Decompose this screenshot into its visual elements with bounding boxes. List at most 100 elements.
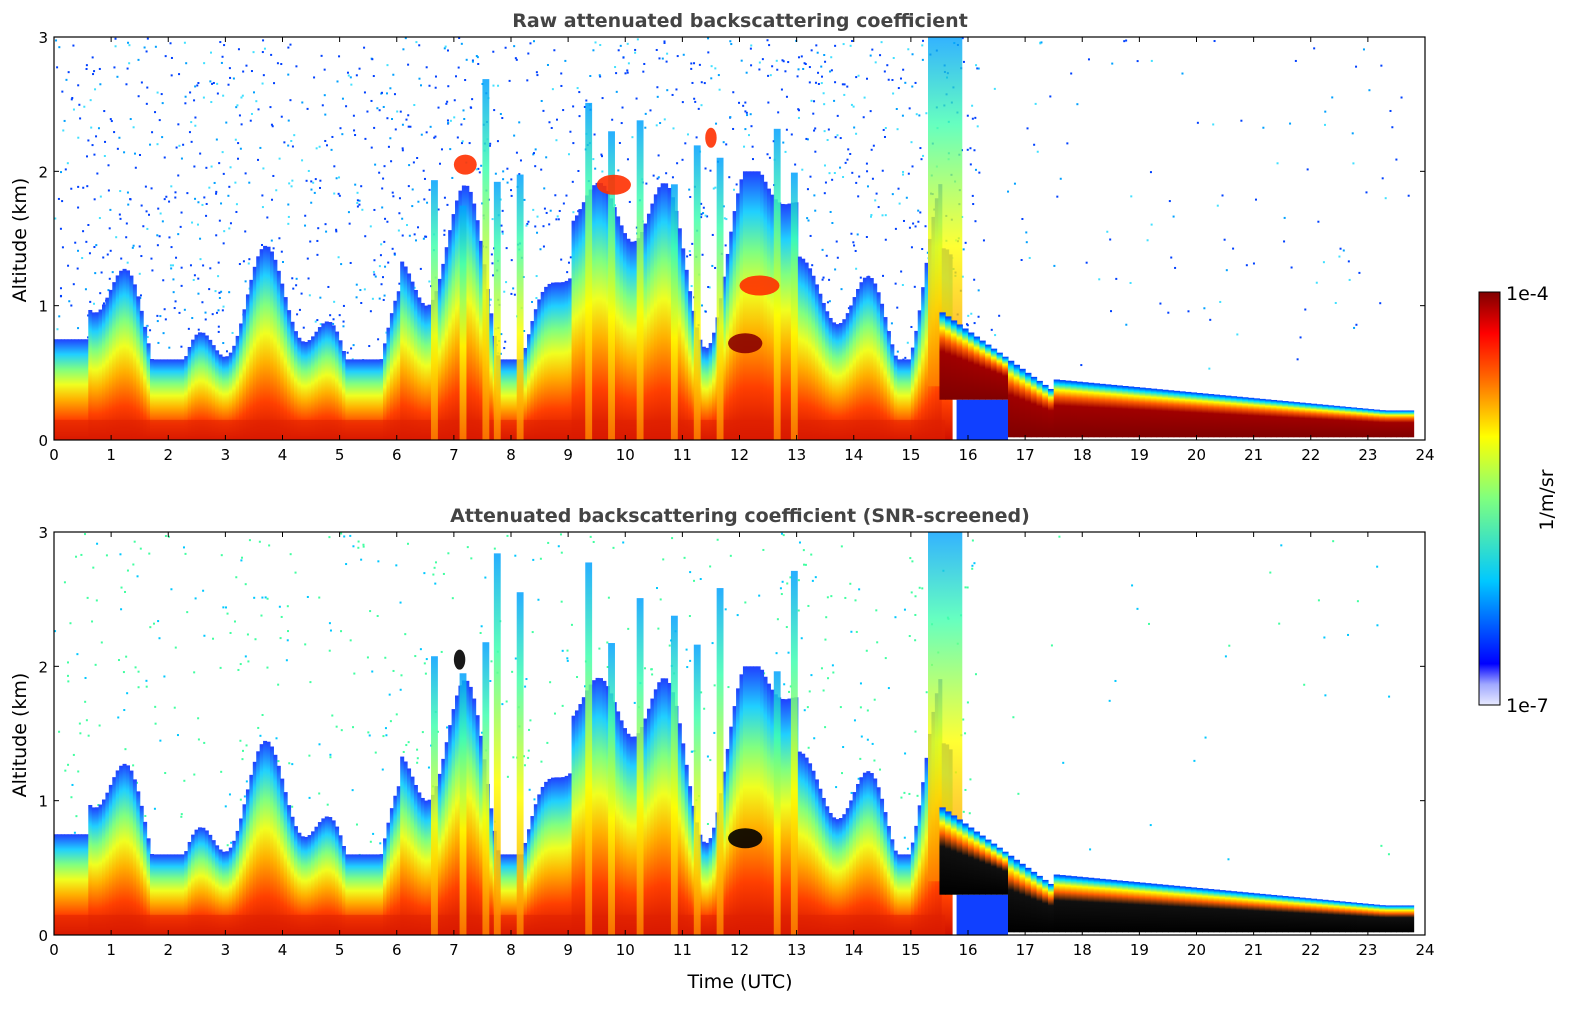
noise-point <box>306 257 309 260</box>
noise-point <box>95 244 98 247</box>
noise-point <box>598 647 601 650</box>
bl-column <box>739 674 744 935</box>
noise-point <box>966 148 969 151</box>
fog-column <box>1219 890 1226 933</box>
bl-column <box>856 783 861 935</box>
noise-point <box>902 170 905 173</box>
noise-point <box>1227 858 1230 861</box>
noise-point <box>87 314 90 317</box>
noise-point <box>815 44 818 47</box>
bl-column <box>547 778 552 935</box>
noise-point <box>398 282 401 285</box>
bl-column <box>701 346 706 440</box>
noise-point <box>367 731 370 734</box>
noise-point <box>529 42 532 45</box>
noise-point <box>790 133 793 136</box>
noise-point <box>156 234 159 237</box>
noise-point <box>349 639 352 642</box>
noise-point <box>94 272 97 275</box>
noise-point <box>782 534 785 537</box>
noise-point <box>1058 535 1061 538</box>
noise-point <box>228 793 231 796</box>
noise-point <box>514 657 517 660</box>
noise-point <box>175 256 178 259</box>
noise-point <box>686 255 689 258</box>
fog-column <box>1030 376 1038 438</box>
fog-column <box>1367 409 1375 438</box>
noise-point <box>896 306 899 309</box>
noise-point <box>475 168 478 171</box>
noise-point <box>376 107 379 110</box>
bl-column <box>163 359 168 440</box>
fog-column <box>1133 387 1140 438</box>
noise-point <box>125 222 128 225</box>
noise-point <box>140 255 143 258</box>
noise-point <box>371 58 374 61</box>
noise-point <box>220 61 223 64</box>
noise-point <box>70 796 73 799</box>
bl-column <box>317 327 322 440</box>
noise-point <box>321 104 324 107</box>
noise-point <box>447 552 450 555</box>
noise-point <box>119 190 122 193</box>
y-tick-label: 1 <box>38 298 48 316</box>
noise-point <box>168 200 171 203</box>
bl-column <box>554 282 559 440</box>
noise-point <box>94 663 97 666</box>
noise-point <box>797 609 800 612</box>
noise-point <box>213 181 216 184</box>
noise-point <box>395 713 398 716</box>
fog-column <box>1093 878 1100 933</box>
noise-point <box>643 62 646 65</box>
noise-point <box>1384 197 1387 200</box>
noise-point <box>802 67 805 70</box>
noise-point <box>73 831 76 834</box>
bl-column <box>736 193 741 440</box>
noise-point <box>540 168 543 171</box>
bl-column <box>797 751 802 935</box>
noise-point <box>600 153 603 156</box>
x-tick-label: 21 <box>1244 941 1263 959</box>
x-tick-label: 3 <box>221 446 231 464</box>
noise-point <box>86 185 89 188</box>
noise-point <box>320 54 323 57</box>
bl-column <box>297 832 302 935</box>
noise-point <box>239 663 242 666</box>
noise-point <box>288 762 291 765</box>
noise-point <box>292 287 295 290</box>
noise-point <box>443 233 446 236</box>
noise-point <box>127 41 130 44</box>
noise-point <box>329 753 332 756</box>
noise-point <box>1331 96 1334 99</box>
noise-point <box>66 162 69 165</box>
bl-column <box>766 683 771 935</box>
noise-point <box>825 616 828 619</box>
noise-point <box>840 288 843 291</box>
bl-column <box>324 321 329 440</box>
noise-point <box>750 64 753 67</box>
noise-point <box>335 725 338 728</box>
fog-column <box>1350 902 1358 933</box>
noise-point <box>1053 264 1056 267</box>
noise-point <box>481 202 484 205</box>
noise-point <box>115 236 118 239</box>
noise-point <box>143 46 146 49</box>
noise-point <box>208 186 211 189</box>
noise-point <box>821 75 824 78</box>
bl-column <box>708 838 713 935</box>
noise-point <box>366 110 369 113</box>
noise-point <box>766 39 769 42</box>
noise-point <box>684 142 687 145</box>
noise-point <box>512 287 515 290</box>
noise-point <box>72 108 75 111</box>
noise-point <box>614 204 617 207</box>
noise-point <box>776 68 779 71</box>
bl-column <box>427 799 432 935</box>
noise-point <box>443 196 446 199</box>
noise-point <box>145 685 148 688</box>
noise-point <box>387 145 390 148</box>
noise-point <box>896 350 899 353</box>
noise-point <box>621 106 624 109</box>
bl-column <box>225 356 230 440</box>
bl-column <box>146 343 151 440</box>
